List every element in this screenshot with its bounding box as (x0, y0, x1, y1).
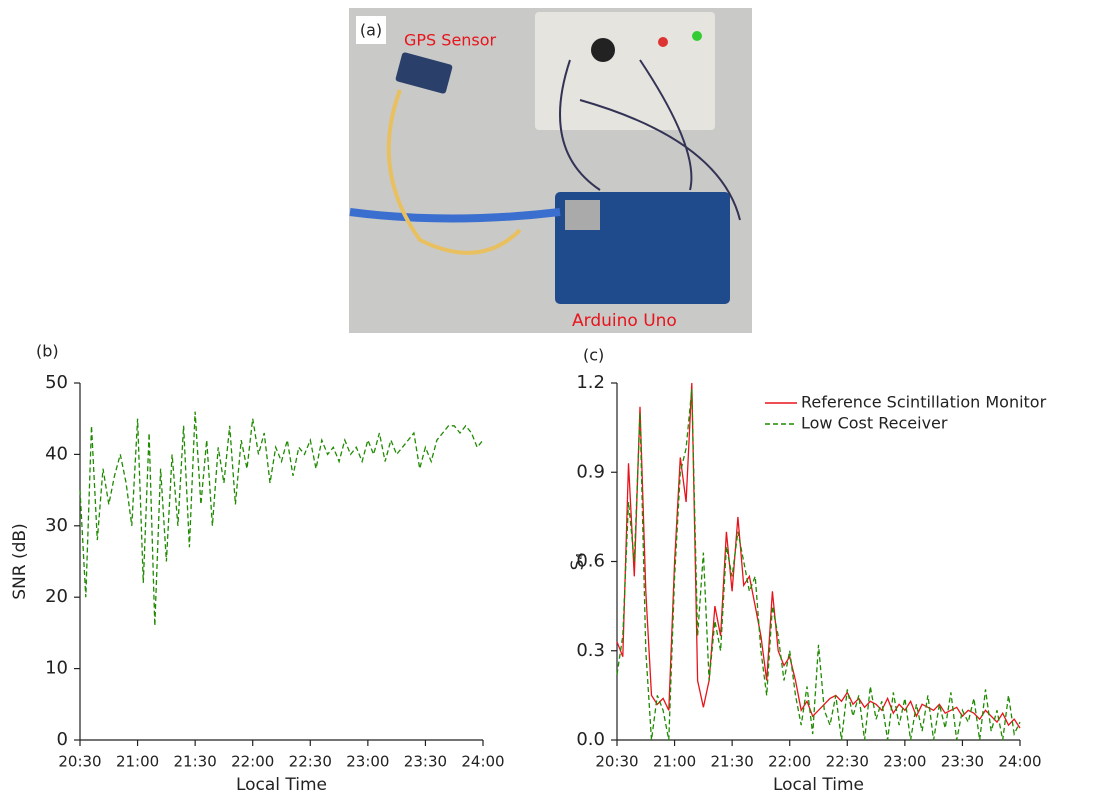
panel-label: (a) (360, 21, 382, 40)
x-tick-label: 21:30 (711, 753, 754, 771)
x-tick-label: 23:30 (941, 753, 984, 771)
breadboard (535, 12, 715, 130)
x-axis-label: Local Time (236, 775, 327, 795)
legend-label: Reference Scintillation Monitor (801, 393, 1047, 412)
x-tick-label: 23:00 (883, 753, 926, 771)
x-tick-label: 22:30 (826, 753, 869, 771)
x-tick-label: 22:30 (289, 753, 332, 771)
x-tick-label: 24:00 (461, 753, 504, 771)
buzzer (591, 38, 615, 62)
y-tick-label: 0.9 (576, 461, 605, 482)
y-tick-label: 0.6 (576, 551, 605, 572)
panel-label-box (356, 16, 386, 44)
legend-label: Low Cost Receiver (801, 414, 948, 433)
x-tick-label: 23:30 (404, 753, 447, 771)
usb-cable (349, 208, 561, 223)
x-axis-label: Local Time (773, 775, 864, 795)
photo-label: GPS Sensor (404, 31, 497, 50)
data-line (616, 382, 1021, 729)
x-tick-label: 22:00 (768, 753, 811, 771)
y-axis-label: SNR (dB) (10, 523, 30, 599)
wires (386, 89, 522, 255)
y-tick-label: 30 (45, 515, 68, 536)
led (658, 37, 668, 47)
y-tick-label: 1.2 (576, 372, 605, 393)
y-tick-label: 40 (45, 443, 68, 464)
data-line (79, 411, 484, 626)
panel-label: (b) (36, 342, 59, 361)
x-tick-label: 20:30 (595, 753, 638, 771)
wires (559, 59, 741, 221)
x-tick-label: 21:30 (174, 753, 217, 771)
y-tick-label: 10 (45, 658, 68, 679)
data-line (616, 388, 1021, 741)
panel-label: (c) (583, 346, 604, 365)
y-tick-label: 50 (45, 372, 68, 393)
y-tick-label: 0.0 (576, 729, 605, 750)
photo-label: Arduino Uno (572, 311, 677, 331)
x-tick-label: 24:00 (998, 753, 1041, 771)
x-tick-label: 23:00 (346, 753, 389, 771)
y-tick-label: 0 (57, 729, 68, 750)
led (692, 31, 702, 41)
y-axis-label: S₄ (568, 553, 588, 571)
x-tick-label: 22:00 (231, 753, 274, 771)
x-tick-label: 20:30 (58, 753, 101, 771)
gps-module (395, 52, 453, 94)
y-tick-label: 0.3 (576, 640, 605, 661)
x-tick-label: 21:00 (116, 753, 159, 771)
usb-port (565, 200, 600, 230)
photo: (a) GPS Sensor Arduino Uno (349, 8, 752, 333)
y-tick-label: 20 (45, 586, 68, 607)
x-tick-label: 21:00 (653, 753, 696, 771)
